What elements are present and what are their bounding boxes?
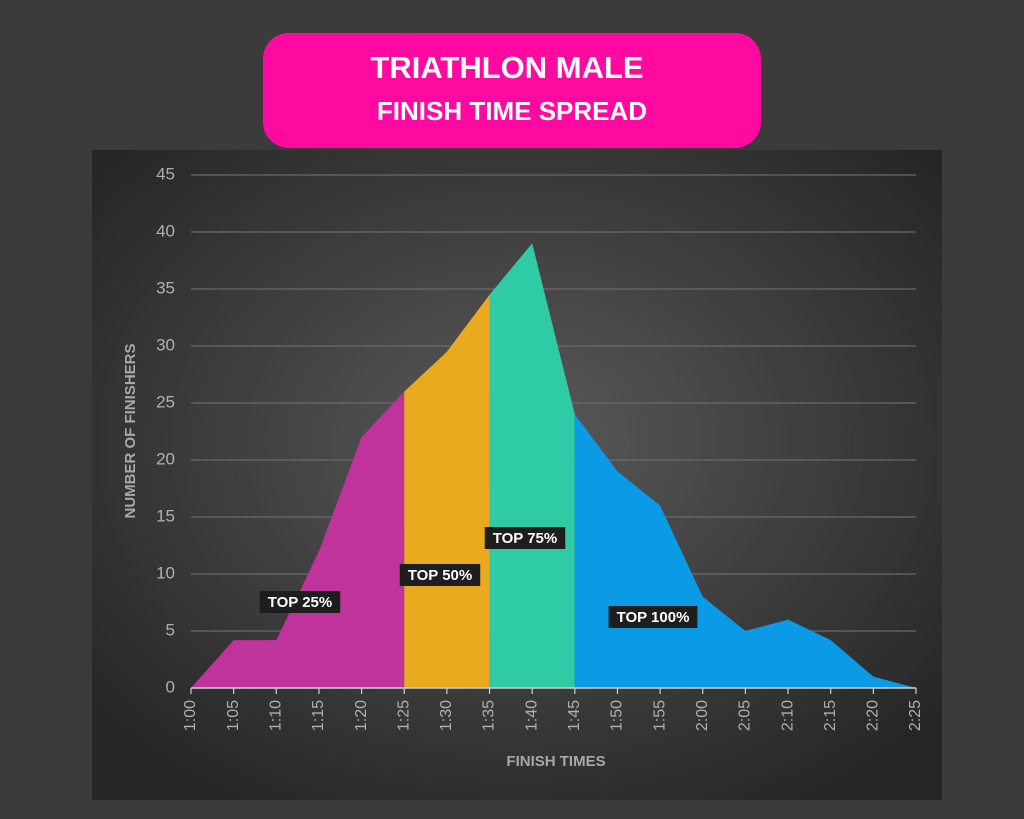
chart-subtitle: FINISH TIME SPREAD [377, 96, 647, 126]
x-tick-label: 1:35 [481, 700, 498, 731]
segment-label: TOP 100% [617, 609, 690, 626]
y-tick-label: 30 [156, 335, 175, 354]
y-tick-label: 45 [156, 164, 175, 183]
y-tick-label: 20 [156, 449, 175, 468]
x-tick-label: 2:25 [907, 700, 924, 731]
x-tick-label: 2:05 [737, 700, 754, 731]
x-tick-label: 1:00 [182, 700, 199, 731]
segment-label: TOP 25% [268, 594, 332, 611]
x-tick-label: 2:15 [822, 700, 839, 731]
x-tick-label: 2:10 [779, 700, 796, 731]
chart-title: TRIATHLON MALE [370, 50, 643, 85]
y-tick-label: 35 [156, 278, 175, 297]
x-tick-label: 2:00 [694, 700, 711, 731]
x-tick-label: 1:15 [310, 700, 327, 731]
x-tick-label: 1:20 [353, 700, 370, 731]
segment-label: TOP 50% [408, 567, 472, 584]
y-tick-label: 40 [156, 221, 175, 240]
x-tick-label: 1:05 [225, 700, 242, 731]
x-axis-label: FINISH TIMES [506, 753, 605, 770]
x-tick-label: 1:30 [438, 700, 455, 731]
x-tick-label: 1:50 [609, 700, 626, 731]
y-tick-label: 5 [166, 620, 175, 639]
x-tick-label: 1:25 [395, 700, 412, 731]
x-tick-label: 2:20 [865, 700, 882, 731]
segment-label-box [608, 606, 698, 628]
x-tick-label: 1:40 [523, 700, 540, 731]
y-tick-label: 15 [156, 506, 175, 525]
y-axis-label: NUMBER OF FINISHERS [122, 343, 139, 518]
segment-label-box [259, 591, 341, 613]
x-tick-label: 1:45 [566, 700, 583, 731]
y-tick-label: 25 [156, 392, 175, 411]
y-tick-label: 10 [156, 563, 175, 582]
x-tick-label: 1:55 [651, 700, 668, 731]
area-segment [191, 391, 405, 688]
area-segment [489, 243, 575, 688]
segment-label-box [399, 564, 481, 586]
area-segment [404, 294, 490, 688]
title-box [263, 33, 761, 148]
segment-label-box [484, 527, 566, 549]
x-tick-label: 1:10 [268, 700, 285, 731]
y-tick-label: 0 [166, 677, 175, 696]
segment-label: TOP 75% [493, 530, 557, 547]
